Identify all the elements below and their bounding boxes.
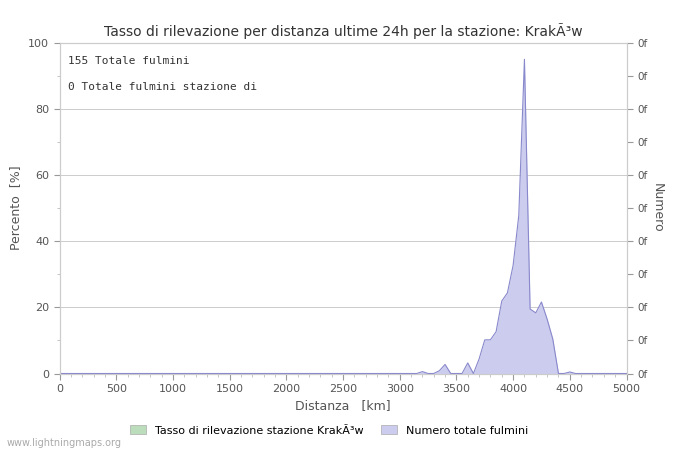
Text: 155 Totale fulmini: 155 Totale fulmini <box>68 56 190 66</box>
X-axis label: Distanza   [km]: Distanza [km] <box>295 400 391 413</box>
Y-axis label: Numero: Numero <box>651 183 664 233</box>
Text: 0 Totale fulmini stazione di: 0 Totale fulmini stazione di <box>68 82 257 92</box>
Text: www.lightningmaps.org: www.lightningmaps.org <box>7 438 122 448</box>
Y-axis label: Percento  [%]: Percento [%] <box>10 166 22 251</box>
Legend: Tasso di rilevazione stazione KrakÃ³w, Numero totale fulmini: Tasso di rilevazione stazione KrakÃ³w, N… <box>125 421 533 440</box>
Title: Tasso di rilevazione per distanza ultime 24h per la stazione: KrakÃ³w: Tasso di rilevazione per distanza ultime… <box>104 23 582 39</box>
